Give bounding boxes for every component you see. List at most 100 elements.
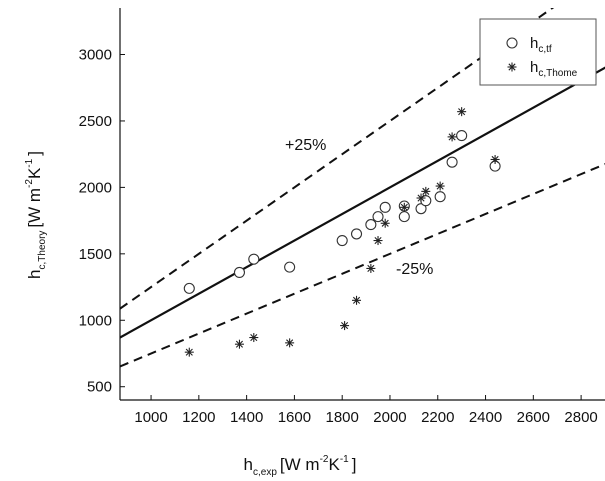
point-thome [234,339,244,349]
point-thome [399,202,409,212]
x-axis-label-exp1: -2 [320,454,329,465]
point-thome [184,347,194,357]
legend-marker-circle [506,37,518,49]
annotation-minus-25: -25% [396,261,433,278]
point-tf [350,228,363,240]
x-tick-label: 2800 [564,409,597,426]
y-axis-label-sub: c,Theory [37,231,48,270]
point-tf [284,261,296,273]
point-thome [352,295,362,305]
point-tf [372,211,384,223]
x-axis-label-base: h [244,455,253,474]
point-thome [366,263,376,273]
x-axis-label-units: [W m [280,455,320,474]
x-axis-label-close: ] [352,455,357,474]
point-tf [434,191,446,203]
x-axis-label-exp2: -1 [340,454,349,465]
legend-box [479,18,597,86]
x-tick-label: 2200 [421,409,454,426]
x-tick-label: 2600 [517,409,550,426]
asterisk-stroke [352,296,361,304]
legend-marker-asterisk [507,62,517,72]
point-tf [456,130,468,142]
x-tick-label: 2000 [373,409,406,426]
point-tf [233,266,246,278]
y-tick-label: 3000 [79,47,112,64]
x-tick-label: 1200 [182,409,215,426]
asterisk-stroke [436,182,444,190]
asterisk-stroke [381,219,389,227]
asterisk-stroke [250,333,258,342]
y-axis-label: hc,Theory [W m-2K-1] [24,151,48,279]
y-axis-label-mid: K [25,167,44,179]
y-axis-label-exp2: -1 [24,158,35,167]
asterisk-stroke [185,348,193,356]
point-thome [380,218,390,228]
point-tf [415,203,427,215]
y-axis-label-base: h [25,269,44,278]
point-thome [340,321,350,331]
point-thome [373,236,383,246]
asterisk-stroke [491,155,499,164]
point-tf [379,201,391,213]
legend-asterisk-glyph [507,62,517,72]
x-tick-label: 1000 [134,409,167,426]
legend-label-thome-sub: c,Thome [538,68,577,79]
asterisk-stroke [448,133,456,141]
y-axis-label-close: ] [25,151,44,156]
annotation-plus-25: +25% [285,137,326,154]
x-axis-label: hc,exp [W m-2K-1] [244,454,357,478]
asterisk-stroke [367,264,375,273]
legend-label-tf: hc,tf [530,35,552,55]
asterisk-stroke [374,236,382,245]
point-thome [421,186,431,196]
y-axis-label-units: [W m [25,188,44,228]
legend-label-thome: hc,Thome [530,59,578,79]
point-thome [457,107,467,117]
y-tick-label: 2500 [79,113,112,130]
x-tick-label: 1400 [230,409,263,426]
point-thome [249,333,259,343]
point-thome [490,154,500,164]
annotations: +25% -25% [285,137,433,278]
y-axis-ticks: 500 1000 1500 2000 2500 3000 [79,47,125,396]
axes [119,8,605,401]
y-axis-label-exp1: -2 [24,179,35,188]
x-tick-label: 2400 [469,409,502,426]
asterisk-stroke [458,108,466,116]
point-thome [447,132,457,142]
point-thome [285,338,295,348]
x-axis-ticks: 1000 1200 1400 1600 1800 2000 2200 2400 2600 2800 [134,395,598,426]
point-tf [248,253,260,265]
legend: hc,tf hc,Thome [479,18,597,86]
asterisk-stroke [422,187,430,195]
y-tick-label: 1000 [79,312,112,329]
point-tf [446,156,458,168]
x-tick-label: 1800 [326,409,359,426]
asterisk-stroke [341,322,349,330]
x-axis-label-mid: K [328,455,340,474]
asterisk-stroke [508,63,516,71]
y-tick-label: 500 [87,379,112,396]
legend-label-thome-base: h [530,59,538,76]
reference-lines [120,8,605,368]
point-thome [435,181,445,191]
point-thome [416,193,426,203]
x-tick-label: 1600 [278,409,311,426]
legend-label-tf-base: h [530,35,538,52]
point-tf [336,234,348,247]
asterisk-stroke [235,340,244,348]
point-tf [183,282,195,294]
point-tf [398,211,410,223]
point-tf [365,219,377,231]
data-points [183,107,501,357]
dashed-line-plus-25 [120,8,555,310]
legend-label-tf-sub: c,tf [538,44,552,55]
y-tick-label: 1500 [79,246,112,263]
dashed-line-minus-25 [120,163,605,368]
parity-line [120,66,605,339]
x-axis-label-sub: c,exp [253,467,277,478]
asterisk-stroke [286,339,294,347]
asterisk-stroke [400,203,408,211]
